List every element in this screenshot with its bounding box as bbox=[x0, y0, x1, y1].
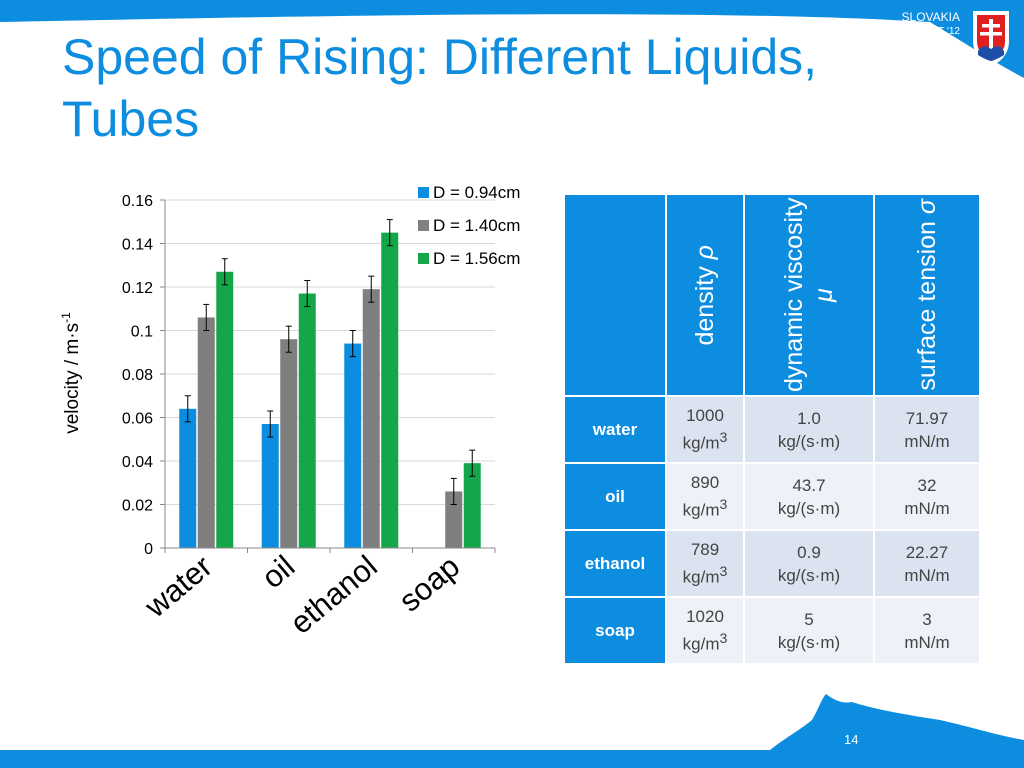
legend-swatch bbox=[418, 187, 429, 198]
brand-event: IYPT '12 bbox=[922, 26, 960, 37]
table-cell: 1000 kg/m3 bbox=[665, 395, 745, 464]
y-tick-label: 0.08 bbox=[122, 367, 153, 384]
y-tick-label: 0.1 bbox=[131, 324, 153, 341]
table-cell: 1.0 kg/(s·m) bbox=[743, 395, 875, 464]
y-tick-label: 0.04 bbox=[122, 454, 153, 471]
y-axis-ticks: 0 0.02 0.04 0.06 0.08 0.1 0.12 0.14 0.16 bbox=[122, 193, 165, 558]
table-cell: 3 mN/m bbox=[873, 596, 981, 665]
row-label: soap bbox=[563, 596, 667, 665]
liquid-properties-table: density ρ dynamic viscosity μ surface te… bbox=[563, 193, 981, 665]
page-number: 14 bbox=[844, 732, 859, 747]
table-cell: 0.9 kg/(s·m) bbox=[743, 529, 875, 598]
bar-water-1 bbox=[197, 317, 215, 548]
row-label: water bbox=[563, 395, 667, 464]
error-bars bbox=[184, 219, 476, 505]
table-cell: 1020 kg/m3 bbox=[665, 596, 745, 665]
header-density: density ρ bbox=[665, 193, 745, 397]
table-cell: 890 kg/m3 bbox=[665, 462, 745, 531]
header-surface-tension: surface tension σ bbox=[873, 193, 981, 397]
y-axis-label: velocity / m·s-1 bbox=[59, 312, 83, 434]
y-axis-label-sup: -1 bbox=[59, 312, 73, 323]
y-tick-label: 0.12 bbox=[122, 280, 153, 297]
x-tick-label: water bbox=[137, 549, 218, 625]
legend-swatch bbox=[418, 253, 429, 264]
table-row-oil: oil 890 kg/m3 43.7 kg/(s·m) 32 mN/m bbox=[563, 462, 981, 531]
bar-ethanol-0 bbox=[344, 343, 362, 548]
legend-label: D = 1.40cm bbox=[433, 216, 520, 235]
x-tick-label: ethanol bbox=[283, 549, 383, 641]
velocity-bar-chart: 0 0.02 0.04 0.06 0.08 0.1 0.12 0.14 0.16 water oi… bbox=[59, 183, 520, 641]
bar-ethanol-1 bbox=[362, 289, 380, 548]
bar-soap-2 bbox=[463, 463, 481, 548]
y-tick-label: 0.14 bbox=[122, 237, 153, 254]
bars bbox=[179, 232, 481, 548]
bar-oil-2 bbox=[298, 293, 316, 548]
x-tick-label: soap bbox=[392, 549, 466, 619]
bar-water-2 bbox=[216, 271, 234, 548]
brand-country: SLOVAKIA bbox=[901, 10, 960, 24]
table-cell: 32 mN/m bbox=[873, 462, 981, 531]
table-cell: 43.7 kg/(s·m) bbox=[743, 462, 875, 531]
bar-ethanol-2 bbox=[381, 232, 399, 548]
footer-band bbox=[0, 694, 1024, 768]
table-cell: 5 kg/(s·m) bbox=[743, 596, 875, 665]
header-band bbox=[0, 0, 1024, 78]
legend-swatch bbox=[418, 220, 429, 231]
y-tick-label: 0.06 bbox=[122, 411, 153, 428]
row-label: oil bbox=[563, 462, 667, 531]
table-cell: 71.97 mN/m bbox=[873, 395, 981, 464]
legend-label: D = 0.94cm bbox=[433, 183, 520, 202]
bar-oil-1 bbox=[280, 339, 298, 548]
table-row-water: water 1000 kg/m3 1.0 kg/(s·m) 71.97 mN/m bbox=[563, 395, 981, 464]
bar-oil-0 bbox=[261, 424, 279, 548]
slide-title: Speed of Rising: Different Liquids, Tube… bbox=[62, 29, 818, 147]
y-tick-label: 0 bbox=[144, 541, 153, 558]
legend: D = 0.94cm D = 1.40cm D = 1.56cm bbox=[418, 183, 520, 268]
y-tick-label: 0.16 bbox=[122, 193, 153, 210]
bar-water-0 bbox=[179, 408, 197, 548]
x-tick-label: oil bbox=[255, 549, 301, 596]
brand-label: SLOVAKIA IYPT '12 bbox=[902, 10, 960, 38]
table-header-row: density ρ dynamic viscosity μ surface te… bbox=[563, 193, 981, 397]
table-row-soap: soap 1020 kg/m3 5 kg/(s·m) 3 mN/m bbox=[563, 596, 981, 665]
slovak-crest-icon bbox=[973, 11, 1009, 66]
y-axis-label-text: velocity / m·s bbox=[62, 323, 83, 434]
table-cell: 22.27 mN/m bbox=[873, 529, 981, 598]
row-label: ethanol bbox=[563, 529, 667, 598]
header-viscosity: dynamic viscosity μ bbox=[743, 193, 875, 397]
y-tick-label: 0.02 bbox=[122, 498, 153, 515]
table-cell: 789 kg/m3 bbox=[665, 529, 745, 598]
table-corner-cell bbox=[563, 193, 667, 397]
bar-soap-1 bbox=[445, 491, 463, 548]
table-row-ethanol: ethanol 789 kg/m3 0.9 kg/(s·m) 22.27 mN/m bbox=[563, 529, 981, 598]
legend-label: D = 1.56cm bbox=[433, 249, 520, 268]
